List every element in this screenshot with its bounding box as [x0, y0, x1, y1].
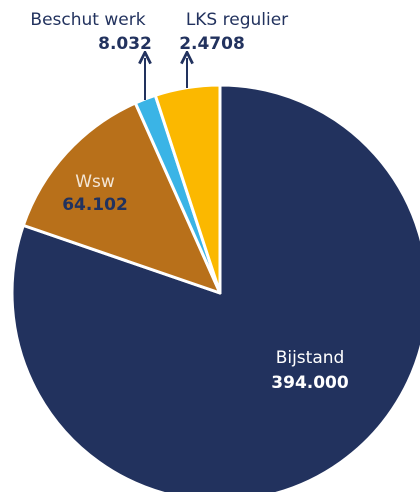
value-label: 2.4708	[179, 34, 245, 54]
slice-label: Wsw	[75, 172, 115, 192]
value-label: 8.032	[98, 34, 152, 54]
pie	[10, 83, 420, 492]
value-label: 394.000	[271, 373, 349, 393]
slice-label: LKS regulier	[186, 10, 288, 30]
value-label: 64.102	[62, 195, 128, 215]
slice-label: Bijstand	[276, 348, 345, 368]
slice-label: Beschut werk	[30, 10, 145, 30]
pie-slice	[21, 101, 222, 295]
pie-slice	[10, 83, 420, 492]
